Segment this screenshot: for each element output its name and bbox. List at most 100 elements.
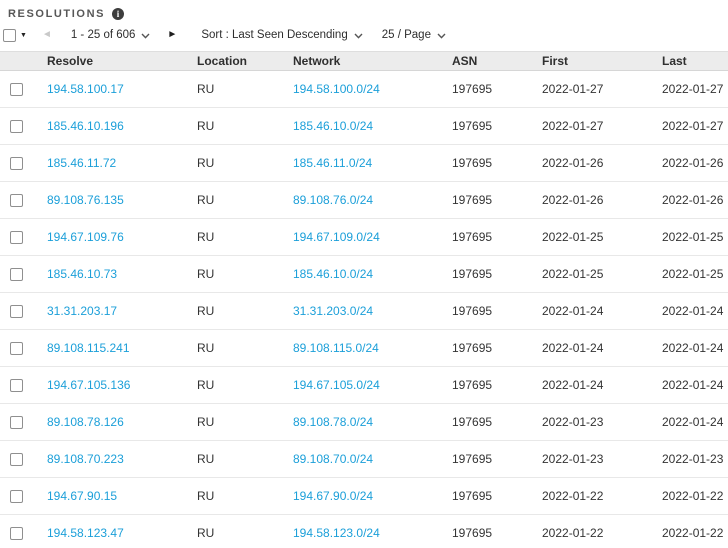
row-checkbox[interactable] — [10, 156, 23, 170]
resolve-link[interactable]: 194.58.100.17 — [47, 82, 124, 96]
resolve-link[interactable]: 89.108.115.241 — [47, 341, 130, 355]
resolve-link[interactable]: 89.108.78.126 — [47, 415, 124, 429]
row-checkbox-cell — [0, 267, 47, 281]
resolve-link[interactable]: 194.67.109.76 — [47, 230, 124, 244]
table-row: 89.108.115.241 RU 89.108.115.0/24 197695… — [0, 330, 728, 367]
network-link[interactable]: 194.67.109.0/24 — [293, 230, 380, 244]
last-seen-cell: 2022-01-23 — [662, 452, 724, 466]
sort-dropdown[interactable]: Sort : Last Seen Descending — [201, 29, 363, 41]
network-link[interactable]: 185.46.11.0/24 — [293, 156, 373, 170]
pagination-range-dropdown[interactable]: 1 - 25 of 606 — [71, 29, 151, 41]
resolve-link[interactable]: 194.58.123.47 — [47, 526, 124, 540]
network-cell: 194.67.105.0/24 — [293, 378, 452, 392]
table-row: 31.31.203.17 RU 31.31.203.0/24 197695 20… — [0, 293, 728, 330]
prev-page-button[interactable]: ◄ — [41, 29, 52, 40]
network-link[interactable]: 89.108.78.0/24 — [293, 415, 374, 429]
last-seen-cell: 2022-01-24 — [662, 341, 724, 355]
location-cell: RU — [197, 415, 215, 429]
first-seen-cell: 2022-01-23 — [542, 415, 604, 429]
location-cell: RU — [197, 230, 215, 244]
network-cell: 185.46.11.0/24 — [293, 156, 452, 170]
resolve-link[interactable]: 89.108.70.223 — [47, 452, 124, 466]
network-link[interactable]: 89.108.76.0/24 — [293, 193, 374, 207]
resolve-link[interactable]: 185.46.11.72 — [47, 156, 117, 170]
table-row: 89.108.76.135 RU 89.108.76.0/24 197695 2… — [0, 182, 728, 219]
network-link[interactable]: 31.31.203.0/24 — [293, 304, 374, 318]
table-row: 194.58.123.47 RU 194.58.123.0/24 197695 … — [0, 515, 728, 548]
network-cell: 31.31.203.0/24 — [293, 304, 452, 318]
table-row: 185.46.11.72 RU 185.46.11.0/24 197695 20… — [0, 145, 728, 182]
resolve-link[interactable]: 185.46.10.196 — [47, 119, 124, 133]
resolve-cell: 194.67.90.15 — [47, 489, 197, 503]
row-checkbox[interactable] — [10, 378, 23, 392]
resolve-cell: 194.58.123.47 — [47, 526, 197, 540]
network-link[interactable]: 185.46.10.0/24 — [293, 267, 374, 281]
column-header-network: Network — [293, 54, 341, 68]
resolve-link[interactable]: 194.67.90.15 — [47, 489, 118, 503]
location-cell: RU — [197, 489, 215, 503]
network-link[interactable]: 194.67.90.0/24 — [293, 489, 374, 503]
last-seen-cell: 2022-01-24 — [662, 415, 724, 429]
resolve-cell: 194.67.109.76 — [47, 230, 197, 244]
next-page-button[interactable]: ► — [167, 29, 178, 40]
last-seen-cell: 2022-01-26 — [662, 156, 724, 170]
info-icon[interactable]: i — [112, 8, 125, 20]
resolve-link[interactable]: 185.46.10.73 — [47, 267, 118, 281]
select-all-checkbox[interactable] — [3, 28, 16, 42]
network-link[interactable]: 194.67.105.0/24 — [293, 378, 380, 392]
resolve-cell: 194.58.100.17 — [47, 82, 197, 96]
resolve-cell: 185.46.10.73 — [47, 267, 197, 281]
resolve-link[interactable]: 194.67.105.136 — [47, 378, 131, 392]
row-checkbox[interactable] — [10, 304, 23, 318]
column-header-location: Location — [197, 54, 247, 68]
page-size-dropdown[interactable]: 25 / Page — [382, 29, 446, 41]
location-cell: RU — [197, 82, 215, 96]
resolve-link[interactable]: 31.31.203.17 — [47, 304, 118, 318]
row-checkbox[interactable] — [10, 119, 23, 133]
network-link[interactable]: 185.46.10.0/24 — [293, 119, 374, 133]
row-checkbox[interactable] — [10, 415, 23, 429]
table-row: 194.67.109.76 RU 194.67.109.0/24 197695 … — [0, 219, 728, 256]
row-checkbox-cell — [0, 452, 47, 466]
table-row: 185.46.10.73 RU 185.46.10.0/24 197695 20… — [0, 256, 728, 293]
location-cell: RU — [197, 526, 215, 540]
row-checkbox[interactable] — [10, 193, 23, 207]
network-cell: 194.67.90.0/24 — [293, 489, 452, 503]
first-seen-cell: 2022-01-22 — [542, 489, 604, 503]
row-checkbox[interactable] — [10, 267, 23, 281]
row-checkbox[interactable] — [10, 452, 23, 466]
row-checkbox[interactable] — [10, 341, 23, 355]
asn-cell: 197695 — [452, 267, 493, 281]
table-row: 185.46.10.196 RU 185.46.10.0/24 197695 2… — [0, 108, 728, 145]
pagination-range-label: 1 - 25 of 606 — [70, 29, 136, 41]
network-link[interactable]: 194.58.123.0/24 — [293, 526, 380, 540]
location-cell: RU — [197, 378, 215, 392]
table-row: 194.58.100.17 RU 194.58.100.0/24 197695 … — [0, 71, 728, 108]
last-seen-cell: 2022-01-22 — [662, 489, 724, 503]
row-checkbox-cell — [0, 156, 47, 170]
row-checkbox[interactable] — [10, 82, 23, 96]
resolve-link[interactable]: 89.108.76.135 — [47, 193, 124, 207]
row-checkbox[interactable] — [10, 526, 23, 540]
network-link[interactable]: 194.58.100.0/24 — [293, 82, 380, 96]
first-seen-cell: 2022-01-24 — [542, 304, 604, 318]
first-seen-cell: 2022-01-27 — [542, 82, 604, 96]
network-cell: 194.58.100.0/24 — [293, 82, 452, 96]
network-link[interactable]: 89.108.70.0/24 — [293, 452, 374, 466]
asn-cell: 197695 — [452, 341, 493, 355]
panel-header: RESOLUTIONS i — [0, 0, 728, 21]
network-link[interactable]: 89.108.115.0/24 — [293, 341, 379, 355]
select-all-caret-icon[interactable]: ▼ — [20, 31, 27, 39]
resolve-cell: 31.31.203.17 — [47, 304, 197, 318]
table-row: 89.108.70.223 RU 89.108.70.0/24 197695 2… — [0, 441, 728, 478]
row-checkbox[interactable] — [10, 230, 23, 244]
row-checkbox-cell — [0, 341, 47, 355]
first-seen-cell: 2022-01-25 — [542, 230, 604, 244]
asn-cell: 197695 — [452, 82, 493, 96]
row-checkbox[interactable] — [10, 489, 23, 503]
last-seen-cell: 2022-01-27 — [662, 82, 724, 96]
asn-cell: 197695 — [452, 230, 493, 244]
table-row: 194.67.90.15 RU 194.67.90.0/24 197695 20… — [0, 478, 728, 515]
row-checkbox-cell — [0, 119, 47, 133]
